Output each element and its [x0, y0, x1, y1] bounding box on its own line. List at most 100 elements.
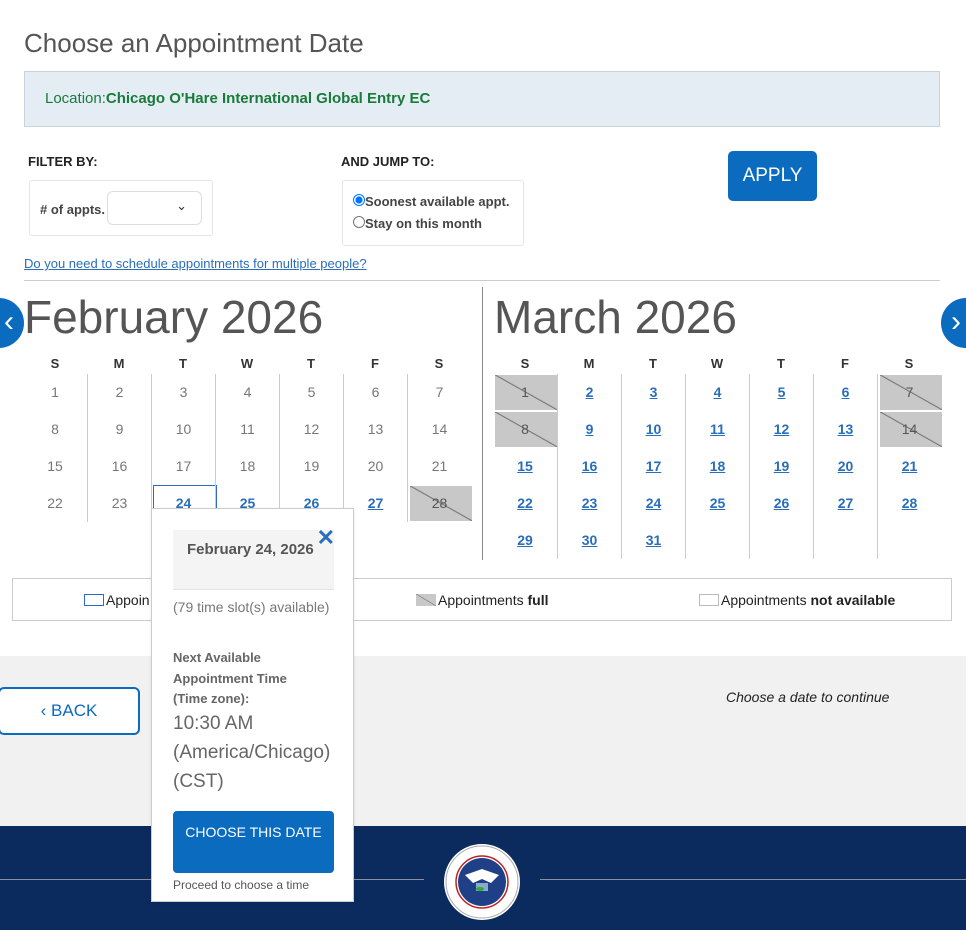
day-number: 14 — [901, 421, 918, 437]
day-cell[interactable]: 13 — [813, 411, 877, 448]
day-number: 21 — [431, 458, 448, 474]
day-cell[interactable]: 18 — [685, 448, 749, 485]
filter-box — [29, 180, 213, 236]
day-number: 18 — [239, 458, 256, 474]
day-number: 31 — [645, 532, 662, 548]
day-number: 27 — [837, 495, 854, 511]
day-cell[interactable]: 17 — [621, 448, 685, 485]
day-cell[interactable]: 31 — [621, 522, 685, 559]
jump-option-soonest[interactable]: Soonest available appt. — [353, 194, 510, 209]
day-cell: 12 — [279, 411, 343, 448]
day-cell[interactable]: 28 — [877, 485, 941, 522]
day-number: 15 — [47, 458, 63, 474]
day-number: 20 — [367, 458, 384, 474]
day-number: 9 — [585, 421, 594, 437]
day-cell — [877, 522, 941, 559]
day-cell — [685, 522, 749, 559]
day-number: 16 — [581, 458, 598, 474]
weekday-header: T — [307, 356, 315, 371]
day-number: 17 — [645, 458, 662, 474]
appts-label: # of appts. — [40, 202, 106, 217]
appts-select[interactable]: ⌄ — [107, 191, 202, 225]
day-cell[interactable]: 29 — [493, 522, 557, 559]
day-cell: 11 — [215, 411, 279, 448]
day-number: 10 — [645, 421, 662, 437]
day-cell[interactable]: 4 — [685, 374, 749, 411]
day-cell[interactable]: 20 — [813, 448, 877, 485]
day-cell[interactable]: 27 — [813, 485, 877, 522]
day-number: 7 — [905, 384, 914, 400]
day-cell[interactable]: 16 — [557, 448, 621, 485]
available-swatch — [84, 594, 104, 606]
close-icon[interactable]: ✕ — [316, 525, 335, 550]
weekday-header: F — [371, 356, 379, 371]
day-cell[interactable]: 12 — [749, 411, 813, 448]
footer-rule — [540, 879, 966, 880]
day-number: 12 — [303, 421, 320, 437]
day-cell[interactable]: 26 — [749, 485, 813, 522]
weekday-header: S — [520, 356, 530, 371]
day-cell[interactable]: 25 — [685, 485, 749, 522]
choose-date-button[interactable]: CHOOSE THIS DATE — [173, 811, 334, 873]
day-cell: 18 — [215, 448, 279, 485]
day-cell[interactable]: 2 — [557, 374, 621, 411]
day-cell[interactable]: 27 — [343, 485, 407, 522]
day-number: 27 — [367, 495, 384, 511]
day-cell[interactable]: 9 — [557, 411, 621, 448]
day-cell[interactable]: 21 — [877, 448, 941, 485]
day-number: 1 — [51, 384, 59, 400]
day-number: 16 — [111, 458, 128, 474]
prev-month-button[interactable]: ‹ — [0, 298, 24, 348]
soonest-label: Soonest available appt. — [365, 194, 510, 209]
day-cell: 2 — [87, 374, 151, 411]
day-cell: 23 — [87, 485, 151, 522]
location-banner: Location:Chicago O'Hare International Gl… — [24, 71, 940, 127]
day-number: 28 — [901, 495, 918, 511]
location-label: Location: — [45, 90, 106, 107]
day-number: 18 — [709, 458, 726, 474]
day-cell: 1 — [23, 374, 87, 411]
divider — [24, 280, 940, 281]
day-cell[interactable]: 5 — [749, 374, 813, 411]
multiple-people-link[interactable]: Do you need to schedule appointments for… — [24, 256, 367, 271]
day-cell: 7 — [407, 374, 471, 411]
day-cell[interactable]: 6 — [813, 374, 877, 411]
month-title-march: March 2026 — [494, 291, 737, 343]
day-cell[interactable]: 15 — [493, 448, 557, 485]
page-title: Choose an Appointment Date — [24, 28, 364, 58]
day-cell[interactable]: 23 — [557, 485, 621, 522]
day-cell[interactable]: 10 — [621, 411, 685, 448]
day-cell: 14 — [407, 411, 471, 448]
day-cell[interactable]: 19 — [749, 448, 813, 485]
day-number: 2 — [115, 384, 124, 400]
day-number: 21 — [901, 458, 918, 474]
legend: Appoin Appointments full Appointments no… — [12, 578, 952, 621]
day-cell[interactable]: 30 — [557, 522, 621, 559]
dhs-seal-icon — [444, 844, 520, 920]
day-cell[interactable]: 25 — [215, 485, 279, 522]
day-cell[interactable]: 24 — [621, 485, 685, 522]
weekday-header: W — [710, 356, 724, 371]
jump-label: AND JUMP TO: — [341, 154, 435, 169]
day-number: 3 — [649, 384, 658, 400]
day-cell: 28 — [407, 485, 472, 522]
back-button[interactable]: ‹ BACK — [0, 687, 140, 735]
day-cell[interactable]: 11 — [685, 411, 749, 448]
day-number: 24 — [645, 495, 662, 511]
day-cell[interactable]: 26 — [279, 485, 343, 522]
jump-option-stay[interactable]: Stay on this month — [353, 216, 482, 231]
day-number: 4 — [713, 384, 722, 400]
day-cell — [749, 522, 813, 559]
stay-radio[interactable] — [353, 216, 365, 228]
day-number: 12 — [773, 421, 790, 437]
weekday-header: M — [583, 356, 595, 371]
day-cell[interactable]: 22 — [493, 485, 557, 522]
apply-button[interactable]: APPLY — [728, 151, 817, 201]
weekday-header: S — [904, 356, 914, 371]
date-popup: February 24, 2026 ✕ (79 time slot(s) ava… — [151, 508, 354, 902]
day-number: 17 — [175, 458, 192, 474]
soonest-radio[interactable] — [353, 194, 365, 206]
day-cell: 8 — [23, 411, 87, 448]
day-cell[interactable]: 3 — [621, 374, 685, 411]
next-month-button[interactable]: › — [941, 298, 966, 348]
